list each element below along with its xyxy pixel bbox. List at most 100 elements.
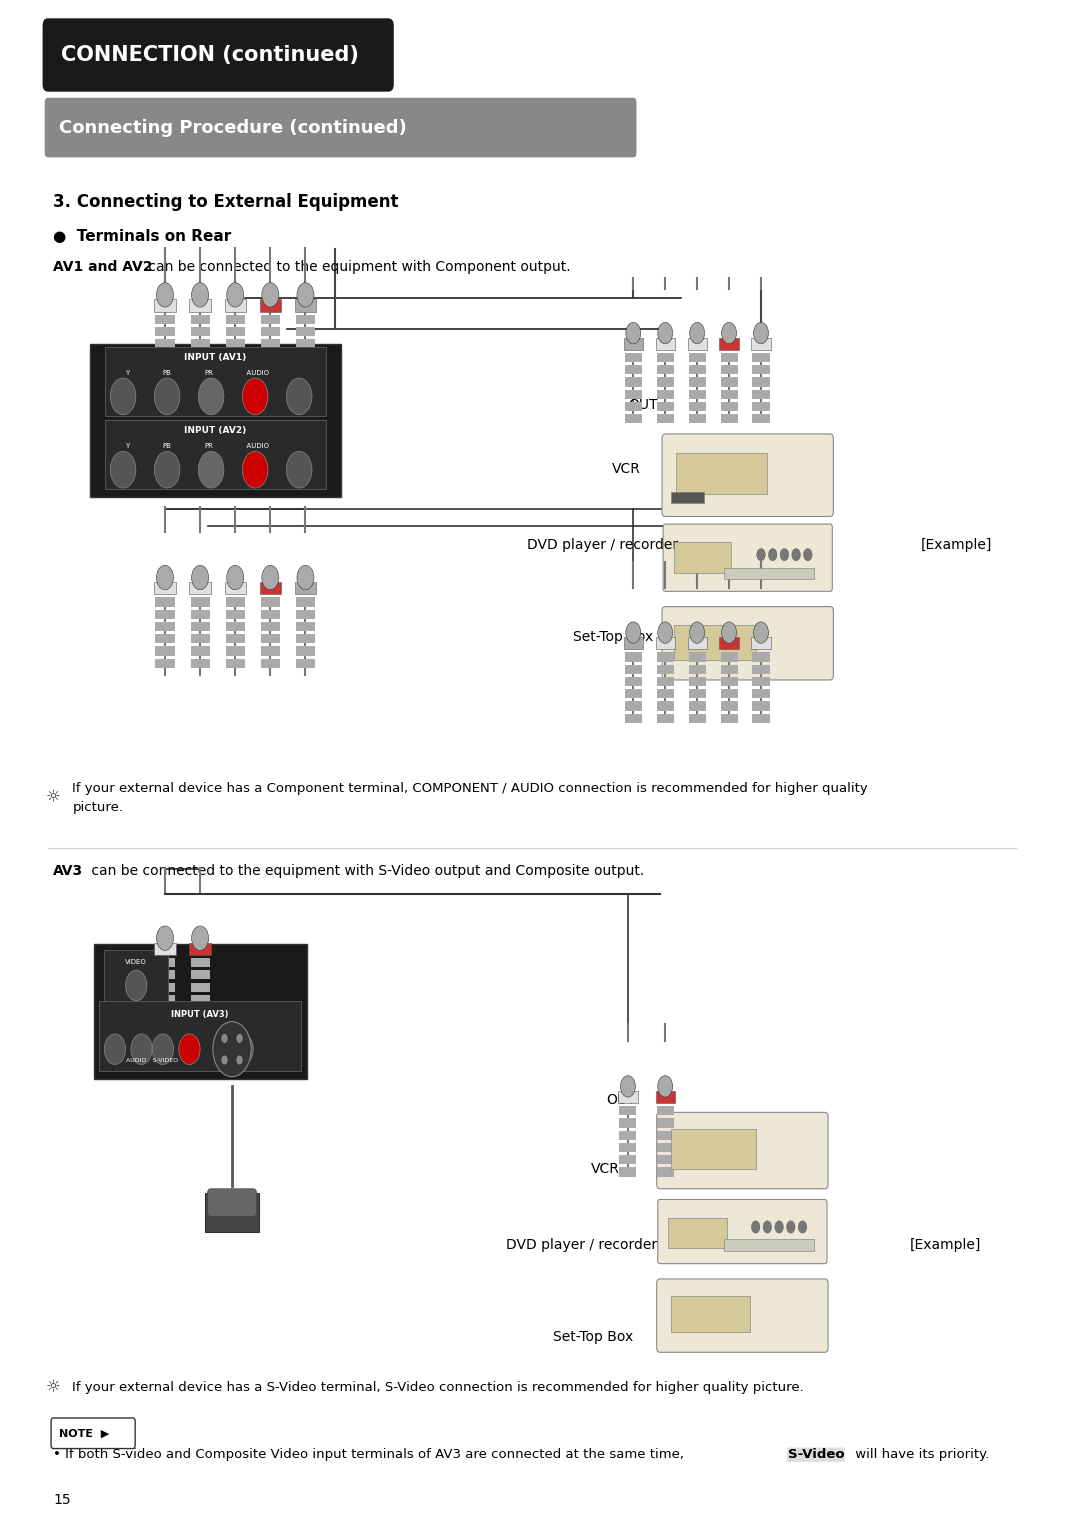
Bar xyxy=(619,1091,637,1103)
Bar xyxy=(720,714,738,723)
Bar xyxy=(620,1167,636,1177)
Bar xyxy=(657,365,674,374)
FancyBboxPatch shape xyxy=(662,607,834,680)
Bar xyxy=(296,634,315,643)
Bar xyxy=(624,390,642,399)
Circle shape xyxy=(286,451,312,487)
Text: AUDIO: AUDIO xyxy=(242,370,269,376)
Bar xyxy=(156,634,175,643)
Bar xyxy=(671,492,703,503)
Bar xyxy=(205,1193,258,1232)
Bar xyxy=(720,665,738,674)
Bar xyxy=(657,402,674,411)
Bar xyxy=(657,1155,674,1164)
Circle shape xyxy=(125,970,147,1001)
Bar xyxy=(724,1239,814,1251)
Bar xyxy=(657,1131,674,1140)
Bar xyxy=(657,414,674,423)
Bar xyxy=(671,1296,751,1332)
Circle shape xyxy=(227,283,244,307)
Bar xyxy=(190,376,210,385)
Bar xyxy=(719,637,739,649)
Bar xyxy=(657,1167,674,1177)
Text: will have its priority.: will have its priority. xyxy=(851,1449,989,1461)
Bar xyxy=(656,637,675,649)
Bar xyxy=(689,353,705,362)
Bar xyxy=(720,377,738,387)
Bar xyxy=(260,646,280,656)
Bar xyxy=(720,402,738,411)
Text: PB: PB xyxy=(163,370,172,376)
Circle shape xyxy=(191,926,208,950)
Circle shape xyxy=(286,377,312,414)
Bar xyxy=(720,365,738,374)
FancyBboxPatch shape xyxy=(657,1112,828,1189)
Bar xyxy=(656,338,675,350)
Circle shape xyxy=(131,1034,152,1065)
Text: OUT: OUT xyxy=(607,1093,636,1108)
Bar xyxy=(260,659,280,668)
Bar xyxy=(657,1106,674,1115)
Text: PR: PR xyxy=(204,443,214,449)
Bar xyxy=(296,646,315,656)
Circle shape xyxy=(221,1034,228,1044)
Bar xyxy=(190,351,210,361)
Bar xyxy=(99,1001,301,1071)
Bar xyxy=(720,652,738,662)
Bar xyxy=(260,597,280,607)
Bar xyxy=(296,610,315,619)
Text: 3. Connecting to External Equipment: 3. Connecting to External Equipment xyxy=(53,193,399,211)
Text: OUT: OUT xyxy=(627,397,658,413)
Bar xyxy=(260,339,280,348)
Bar xyxy=(94,944,307,1079)
FancyBboxPatch shape xyxy=(657,1279,828,1352)
Text: ●  Terminals on Rear: ● Terminals on Rear xyxy=(53,229,231,244)
Text: DVD player / recorder: DVD player / recorder xyxy=(527,538,678,553)
Bar xyxy=(260,622,280,631)
Bar xyxy=(753,353,770,362)
Bar xyxy=(753,365,770,374)
Circle shape xyxy=(242,377,268,414)
Circle shape xyxy=(621,1076,635,1097)
Bar xyxy=(620,1155,636,1164)
Bar xyxy=(656,1091,675,1103)
Bar xyxy=(190,634,210,643)
Bar xyxy=(226,634,245,643)
Bar xyxy=(260,364,280,373)
Text: NOTE  ▶: NOTE ▶ xyxy=(58,1429,109,1438)
Bar xyxy=(226,597,245,607)
Bar xyxy=(156,351,175,361)
Text: IN: IN xyxy=(325,397,339,413)
Text: PR: PR xyxy=(204,370,214,376)
Circle shape xyxy=(227,565,244,590)
Bar xyxy=(657,714,674,723)
Bar xyxy=(674,542,731,573)
Bar xyxy=(657,652,674,662)
Text: can be connected to the equipment with S-Video output and Composite output.: can be connected to the equipment with S… xyxy=(87,863,645,879)
Bar xyxy=(689,714,705,723)
Bar xyxy=(624,714,642,723)
FancyBboxPatch shape xyxy=(658,1199,827,1264)
Bar xyxy=(106,347,325,416)
Bar xyxy=(719,338,739,350)
Circle shape xyxy=(110,377,136,414)
Bar xyxy=(226,622,245,631)
Bar xyxy=(190,1019,210,1028)
Bar xyxy=(657,377,674,387)
FancyBboxPatch shape xyxy=(44,98,636,157)
Bar xyxy=(688,338,706,350)
Bar xyxy=(189,943,211,955)
Bar xyxy=(720,701,738,711)
Bar xyxy=(226,646,245,656)
Bar xyxy=(260,351,280,361)
Bar xyxy=(105,950,168,1001)
Circle shape xyxy=(798,1221,807,1233)
Bar xyxy=(753,677,770,686)
Bar xyxy=(154,582,176,594)
Bar xyxy=(620,1118,636,1128)
Bar xyxy=(753,689,770,698)
Bar xyxy=(689,377,705,387)
Bar xyxy=(296,315,315,324)
Circle shape xyxy=(792,549,800,561)
Bar xyxy=(190,622,210,631)
